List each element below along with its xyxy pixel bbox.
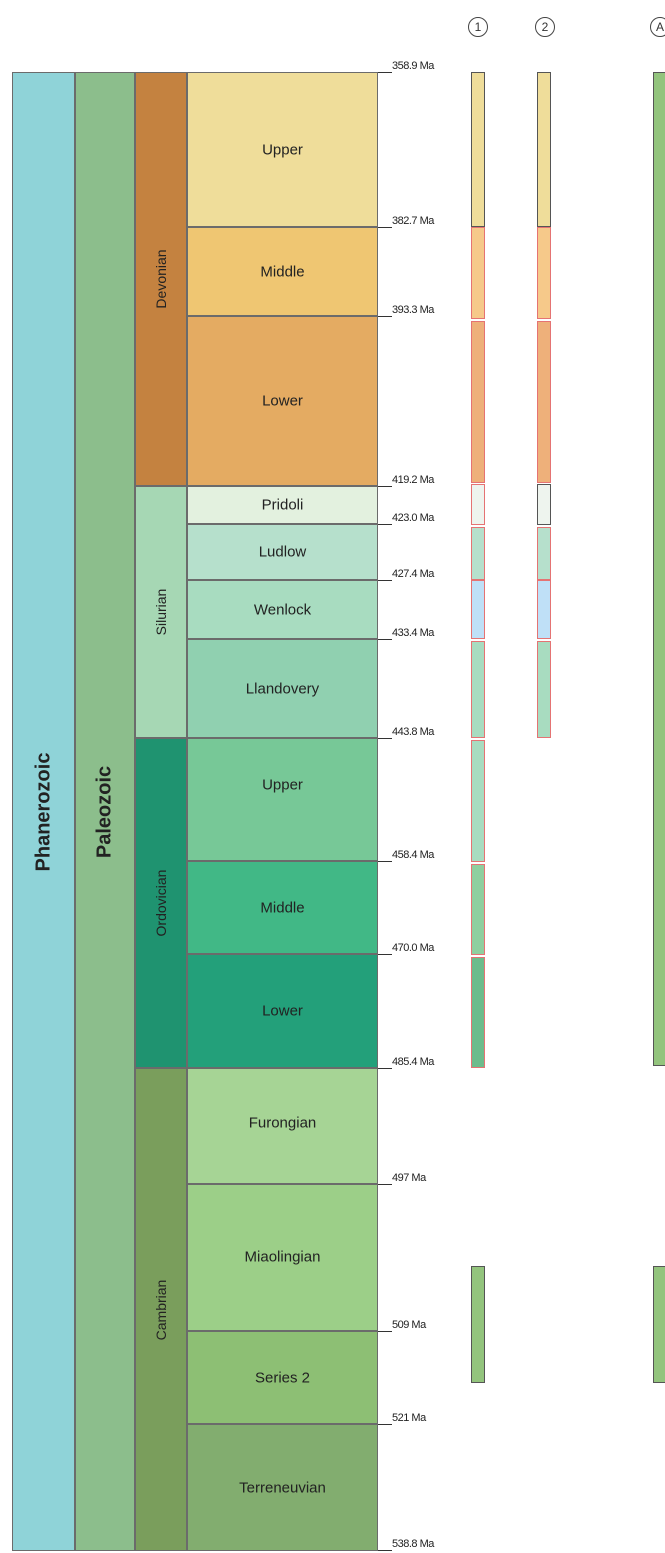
eon-label: Phanerozoic <box>32 752 54 871</box>
col1-bar-wenlock <box>471 580 485 639</box>
period-ordovician: Ordovician <box>135 738 187 1068</box>
col1-bar-ludlow <box>471 527 485 580</box>
epoch-lower-ordovician: Lower <box>187 954 378 1068</box>
epoch-label: Middle <box>260 263 305 280</box>
epoch-llandovery: Llandovery <box>187 639 378 738</box>
period-label: Devonian <box>153 249 169 309</box>
boundary-age: 521 Ma <box>392 1412 426 1424</box>
epoch-miaolingian: Miaolingian <box>187 1184 378 1331</box>
epoch-ludlow: Ludlow <box>187 524 378 580</box>
epoch-label: Miaolingian <box>244 1248 321 1266</box>
column-label: 2 <box>541 20 549 34</box>
col1-bar-middle-ordovician <box>471 864 485 955</box>
epoch-terreneuvian: Terreneuvian <box>187 1424 378 1551</box>
boundary-age: 485.4 Ma <box>392 1056 434 1068</box>
epoch-label: Terreneuvian <box>239 1479 326 1496</box>
period-devonian: Devonian <box>135 72 187 486</box>
epoch-label: Upper <box>262 141 303 158</box>
boundary-age: 393.3 Ma <box>392 304 434 316</box>
epoch-upper-devonian: Upper <box>187 72 378 227</box>
epoch-label: Lower <box>262 1002 303 1020</box>
boundary-age: 509 Ma <box>392 1319 426 1331</box>
period-cambrian: Cambrian <box>135 1068 187 1551</box>
col2-bar-middle-devonian <box>537 227 551 319</box>
col2-bar-ludlow <box>537 527 551 580</box>
col2-bar-wenlock <box>537 580 551 639</box>
epoch-upper-ordovician: Upper <box>187 738 378 861</box>
col2-bar-upper-devonian <box>537 72 551 227</box>
boundary-age: 419.2 Ma <box>392 474 434 486</box>
col1-bar-lower-ordovician <box>471 957 485 1068</box>
epoch-label: Series 2 <box>254 1369 311 1386</box>
col2-bar-llandovery <box>537 641 551 738</box>
epoch-pridoli: Pridoli <box>187 486 378 524</box>
epoch-label: Lower <box>262 392 303 410</box>
period-label: Silurian <box>153 588 169 636</box>
epoch-middle-ordovician: Middle <box>187 861 378 954</box>
epoch-wenlock: Wenlock <box>187 580 378 639</box>
boundary-age: 470.0 Ma <box>392 942 434 954</box>
col1-bar-upper-devonian <box>471 72 485 227</box>
eon-phanerozoic: Phanerozoic <box>12 72 75 1551</box>
col2-bar-pridoli <box>537 484 551 525</box>
boundary-age: 382.7 Ma <box>392 215 434 227</box>
period-label: Cambrian <box>153 1279 169 1340</box>
epoch-label: Upper <box>262 776 303 794</box>
col1-bar-pridoli <box>471 484 485 525</box>
column-a-marker: A <box>650 17 665 37</box>
col1-bar-middle-devonian <box>471 227 485 319</box>
boundary-age: 538.8 Ma <box>392 1538 434 1550</box>
col1-bar-upper-ordovician <box>471 740 485 862</box>
epoch-series-2: Series 2 <box>187 1331 378 1424</box>
column-2-marker: 2 <box>535 17 555 37</box>
boundary-age: 433.4 Ma <box>392 627 434 639</box>
boundary-age: 497 Ma <box>392 1172 426 1184</box>
column-label: A <box>655 20 664 34</box>
epoch-label: Llandovery <box>245 680 320 697</box>
boundary-age: 458.4 Ma <box>392 849 434 861</box>
col1-bar-cambrian <box>471 1266 485 1383</box>
period-label: Ordovician <box>153 869 169 937</box>
epoch-label: Wenlock <box>253 601 312 618</box>
colA-bar-cambrian <box>653 1266 665 1383</box>
period-silurian: Silurian <box>135 486 187 738</box>
epoch-label: Middle <box>260 899 305 916</box>
col2-bar-lower-devonian <box>537 321 551 483</box>
col1-bar-lower-devonian <box>471 321 485 483</box>
era-label: Paleozoic <box>93 765 116 858</box>
column-1-marker: 1 <box>468 17 488 37</box>
boundary-age: 427.4 Ma <box>392 568 434 580</box>
epoch-middle-devonian: Middle <box>187 227 378 316</box>
era-paleozoic: Paleozoic <box>75 72 135 1551</box>
boundary-age: 443.8 Ma <box>392 726 434 738</box>
epoch-furongian: Furongian <box>187 1068 378 1184</box>
epoch-lower-devonian: Lower <box>187 316 378 486</box>
epoch-label: Pridoli <box>261 496 304 514</box>
col1-bar-llandovery <box>471 641 485 738</box>
column-label: 1 <box>474 20 482 34</box>
epoch-label: Furongian <box>248 1114 317 1132</box>
boundary-age: 423.0 Ma <box>392 512 434 524</box>
colA-bar-long <box>653 72 665 1066</box>
boundary-age: 358.9 Ma <box>392 60 434 72</box>
epoch-label: Ludlow <box>258 543 307 561</box>
